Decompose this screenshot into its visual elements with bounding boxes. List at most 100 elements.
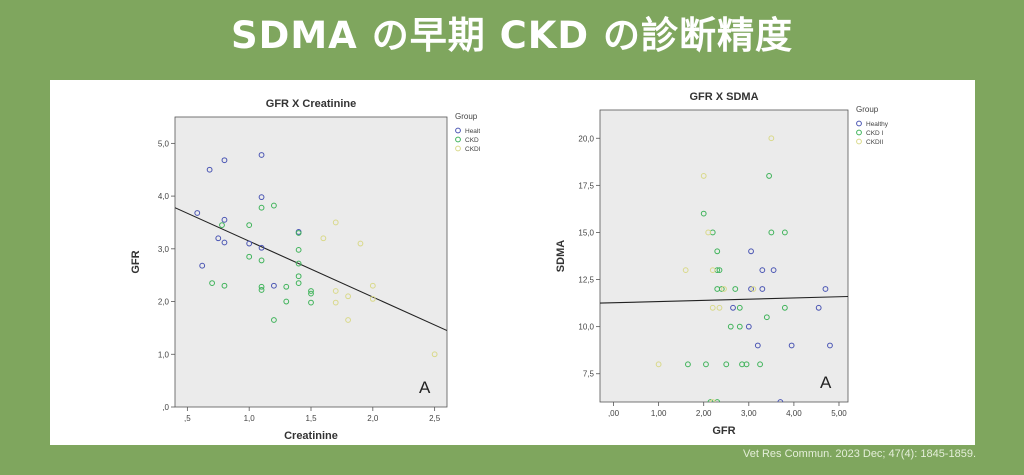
data-point-healthy [777, 399, 784, 402]
legend-marker [455, 136, 461, 143]
data-point-ckd-i [732, 286, 739, 292]
data-point-healthy [827, 342, 833, 349]
data-point-ckd-i [271, 317, 277, 323]
y-tick-label: 20,0 [578, 134, 594, 143]
fit-line [175, 207, 447, 332]
data-point-ckdii [357, 240, 364, 247]
data-point-healthy [770, 267, 777, 274]
x-tick-label: 1,00 [651, 409, 667, 418]
y-tick-label: 3,0 [158, 245, 170, 254]
legend-entry: Healthy [866, 121, 889, 128]
data-point-healthy [748, 286, 754, 292]
data-point-ckd-i [700, 210, 707, 217]
data-point-healthy [815, 304, 822, 311]
y-tick-label: 4,0 [158, 192, 170, 201]
data-point-ckd-i [219, 222, 225, 228]
data-point-ckd-i [716, 267, 723, 274]
y-tick-label: 1,0 [158, 350, 170, 359]
data-point-ckd-i [707, 399, 714, 402]
y-tick-label: 5,0 [158, 139, 170, 148]
legend-marker [455, 127, 461, 134]
legend-title: Group [856, 105, 879, 114]
x-tick-label: 2,00 [696, 409, 712, 418]
y-tick-label: ,0 [162, 403, 169, 412]
data-point-ckdii [332, 219, 339, 226]
data-point-ckd-i [714, 399, 721, 402]
legend-entry: Healthy [465, 128, 480, 135]
chart-gfr-sdma: GFR X SDMA ,00 1,00 2,00 3,00 4,00 5,00 7,5 10,0… [540, 80, 900, 445]
chart-gfr-sdma-svg: GFR X SDMA ,00 1,00 2,00 3,00 4,00 5,00 7,5 10,0… [555, 91, 889, 437]
panel-label: A [419, 378, 431, 397]
x-tick-label: 1,5 [305, 414, 317, 423]
data-point-healthy [822, 286, 829, 292]
data-point-ckd-i [246, 222, 253, 228]
legend-entry: CKDII [465, 146, 480, 153]
data-point-ckdii [655, 361, 662, 368]
data-point-ckd-i [258, 287, 265, 293]
data-point-ckd-i [246, 253, 253, 260]
data-point-ckdii [345, 293, 351, 300]
chart-title: GFR X SDMA [689, 91, 758, 103]
data-point-ckd-i [209, 280, 215, 286]
data-point-healthy [754, 342, 761, 349]
data-point-healthy [271, 282, 277, 289]
citation: Vet Res Commun. 2023 Dec; 47(4): 1845-18… [743, 448, 976, 460]
data-point-ckd-i [283, 298, 290, 305]
legend-entry: CKD I [866, 130, 884, 137]
data-point-ckd-i [718, 286, 725, 292]
x-tick-label: 5,00 [831, 409, 847, 418]
data-point-healthy [206, 166, 213, 173]
x-tick-label: ,00 [608, 409, 620, 418]
data-point-ckdii [716, 304, 723, 311]
data-point-ckd-i [308, 288, 314, 294]
y-tick-label: 2,0 [158, 298, 170, 307]
y-tick-label: 7,5 [583, 370, 595, 379]
data-point-ckdii [709, 304, 716, 311]
data-point-ckdii [700, 173, 707, 179]
data-point-ckd-i [271, 202, 277, 209]
data-point-ckd-i [308, 299, 314, 306]
data-point-ckd-i [295, 230, 302, 236]
plot-marks [175, 152, 447, 358]
legend-marker [856, 129, 862, 136]
data-point-ckd-i [221, 282, 228, 289]
data-point-ckdii [320, 235, 327, 242]
data-point-healthy [221, 157, 228, 164]
y-tick-label: 17,5 [578, 181, 594, 190]
plot-marks [600, 135, 848, 402]
data-point-healthy [258, 244, 265, 251]
data-point-ckdii [431, 351, 438, 358]
x-tick-label: 1,0 [244, 414, 256, 423]
data-point-ckd-i [736, 304, 743, 311]
legend-marker [856, 138, 862, 145]
y-axis-label: GFR [130, 250, 142, 273]
chart-gfr-creatinine-svg: GFR X Creatinine ,5 1,0 1,5 2,0 2,5 ,0 1,0 2,0 3,… [130, 98, 480, 442]
data-point-ckdii [709, 267, 716, 274]
data-point-ckdii [369, 296, 376, 302]
data-point-healthy [221, 239, 228, 246]
data-point-ckd-i [258, 257, 265, 264]
data-point-healthy [759, 267, 766, 274]
data-point-healthy [759, 286, 766, 292]
plot-area [599, 109, 849, 403]
data-point-ckd-i [295, 280, 302, 286]
fit-line [600, 295, 848, 304]
data-point-ckd-i [727, 323, 734, 330]
data-point-ckdii [332, 299, 339, 306]
data-point-healthy [730, 304, 736, 311]
data-point-ckdii [709, 399, 716, 402]
y-tick-label: 15,0 [578, 228, 594, 237]
data-point-healthy [199, 262, 206, 269]
data-point-ckd-i [685, 361, 691, 368]
data-point-ckd-i [295, 273, 302, 280]
data-point-ckd-i [714, 248, 721, 255]
data-point-ckdii [768, 135, 775, 142]
data-point-ckd-i [766, 173, 772, 179]
data-point-healthy [745, 323, 752, 330]
data-point-healthy [258, 194, 265, 201]
panel-label: A [820, 373, 832, 392]
figure-panel: GFR X Creatinine ,5 1,0 1,5 2,0 2,5 ,0 1,0 2,0 3,… [50, 80, 975, 445]
data-point-healthy [246, 240, 253, 247]
data-point-healthy [221, 216, 228, 223]
y-tick-label: 12,5 [578, 276, 594, 285]
